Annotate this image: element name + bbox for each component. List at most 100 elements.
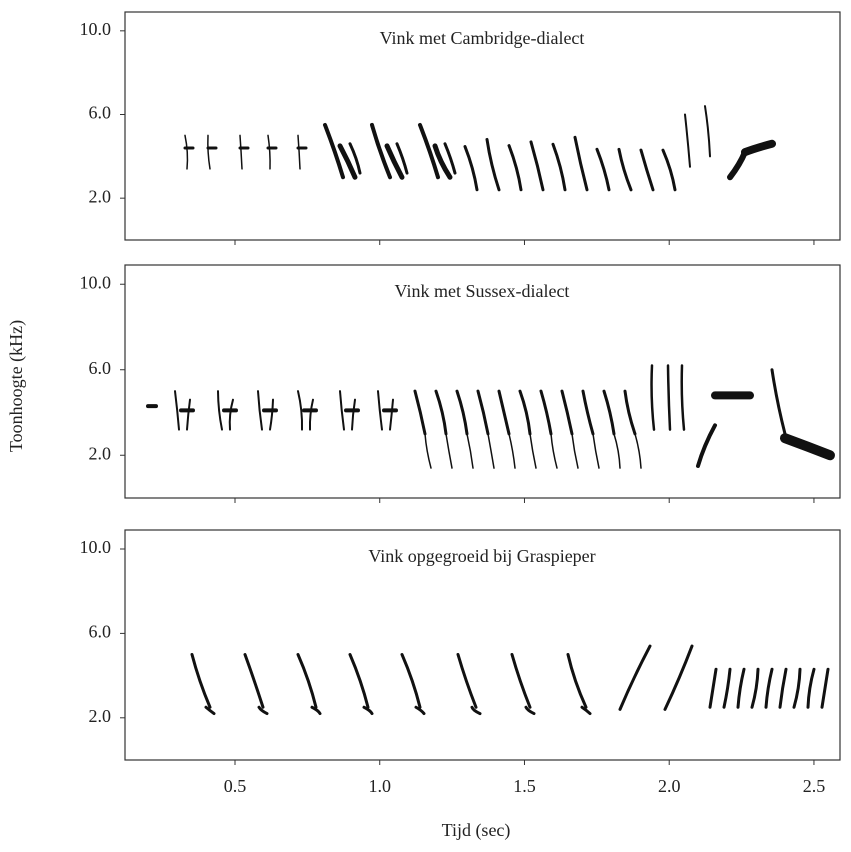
- syllable: [424, 433, 432, 469]
- syllable: [370, 122, 392, 180]
- syllable: [623, 389, 637, 436]
- syllable: [508, 433, 516, 469]
- syllable: [445, 433, 453, 469]
- syllable: [228, 398, 234, 431]
- syllable: [778, 667, 788, 709]
- syllable: [455, 389, 469, 436]
- syllable: [617, 147, 633, 192]
- syllable: [524, 705, 536, 716]
- syllable: [666, 364, 672, 431]
- syllable: [741, 139, 776, 157]
- syllable: [395, 142, 409, 175]
- syllable: [722, 667, 732, 709]
- syllable: [362, 705, 374, 716]
- panel-frame: [124, 11, 841, 241]
- syllable: [297, 390, 304, 431]
- syllable: [323, 122, 345, 180]
- syllable: [476, 389, 490, 436]
- syllable: [377, 390, 383, 431]
- syllable: [581, 389, 595, 436]
- syllable: [595, 147, 611, 192]
- y-tick-label: 2.0: [89, 186, 112, 206]
- syllable: [592, 433, 600, 469]
- syllable: [456, 652, 478, 709]
- syllable: [348, 142, 362, 175]
- syllable: [434, 389, 448, 436]
- syllable: [384, 143, 405, 180]
- syllable: [204, 705, 216, 716]
- syllable: [704, 105, 711, 158]
- syllable: [560, 389, 574, 436]
- y-tick-label: 10.0: [80, 272, 112, 292]
- x-tick-label: 1.0: [368, 776, 391, 796]
- syllable: [684, 113, 691, 168]
- syllable: [337, 143, 358, 180]
- syllable: [518, 389, 532, 436]
- syllable: [634, 433, 642, 469]
- syllable: [497, 389, 511, 436]
- x-tick-label: 2.0: [658, 776, 681, 796]
- x-tick-label: 2.5: [803, 776, 826, 796]
- syllable: [529, 433, 537, 469]
- y-tick-label: 10.0: [80, 19, 112, 39]
- syllable: [602, 389, 616, 436]
- syllable: [207, 134, 211, 170]
- syllable: [174, 390, 180, 431]
- syllable: [529, 140, 545, 192]
- y-tick-label: 2.0: [89, 706, 112, 726]
- syllable: [510, 652, 532, 709]
- syllable: [432, 143, 453, 180]
- syllable: [184, 134, 189, 170]
- syllable: [310, 705, 322, 716]
- syllable: [663, 644, 694, 711]
- syllable: [661, 148, 677, 192]
- syllable: [443, 142, 457, 175]
- y-axis-label: Toonhoogte (kHz): [6, 320, 27, 452]
- syllable: [551, 142, 567, 192]
- syllable: [639, 148, 655, 192]
- y-tick-label: 6.0: [89, 358, 112, 378]
- syllable: [339, 390, 345, 431]
- y-tick-label: 10.0: [80, 537, 112, 557]
- panel-title: Vink met Cambridge-dialect: [380, 28, 585, 48]
- syllable: [507, 144, 523, 192]
- syllable: [269, 398, 274, 431]
- syllable: [708, 667, 718, 709]
- syllable: [414, 705, 426, 716]
- syllable: [792, 667, 802, 709]
- syllable: [680, 364, 686, 431]
- panel-frame: [124, 529, 841, 761]
- syllable: [736, 667, 746, 709]
- syllable: [351, 398, 356, 431]
- syllable: [780, 433, 835, 461]
- syllable: [239, 134, 243, 170]
- syllable: [727, 149, 748, 181]
- syllable: [400, 652, 422, 709]
- syllable: [257, 390, 263, 431]
- syllable: [571, 433, 579, 469]
- syllable: [217, 390, 223, 431]
- syllable: [820, 667, 830, 709]
- syllable: [566, 652, 588, 709]
- syllable: [267, 134, 271, 170]
- syllable: [696, 423, 717, 468]
- x-tick-label: 0.5: [224, 776, 247, 796]
- syllable: [770, 368, 787, 436]
- syllable: [764, 667, 774, 709]
- syllable: [297, 134, 301, 170]
- syllable: [418, 122, 440, 180]
- y-tick-label: 2.0: [89, 443, 112, 463]
- syllable: [308, 398, 314, 431]
- syllable: [470, 705, 482, 716]
- syllable: [186, 398, 191, 431]
- syllable: [539, 389, 553, 436]
- syllable: [257, 705, 269, 716]
- syllable: [487, 433, 495, 469]
- syllable: [650, 364, 656, 431]
- syllable: [618, 644, 652, 711]
- syllable: [413, 389, 427, 436]
- syllable: [348, 652, 370, 709]
- x-tick-label: 1.5: [513, 776, 536, 796]
- syllable: [573, 135, 589, 192]
